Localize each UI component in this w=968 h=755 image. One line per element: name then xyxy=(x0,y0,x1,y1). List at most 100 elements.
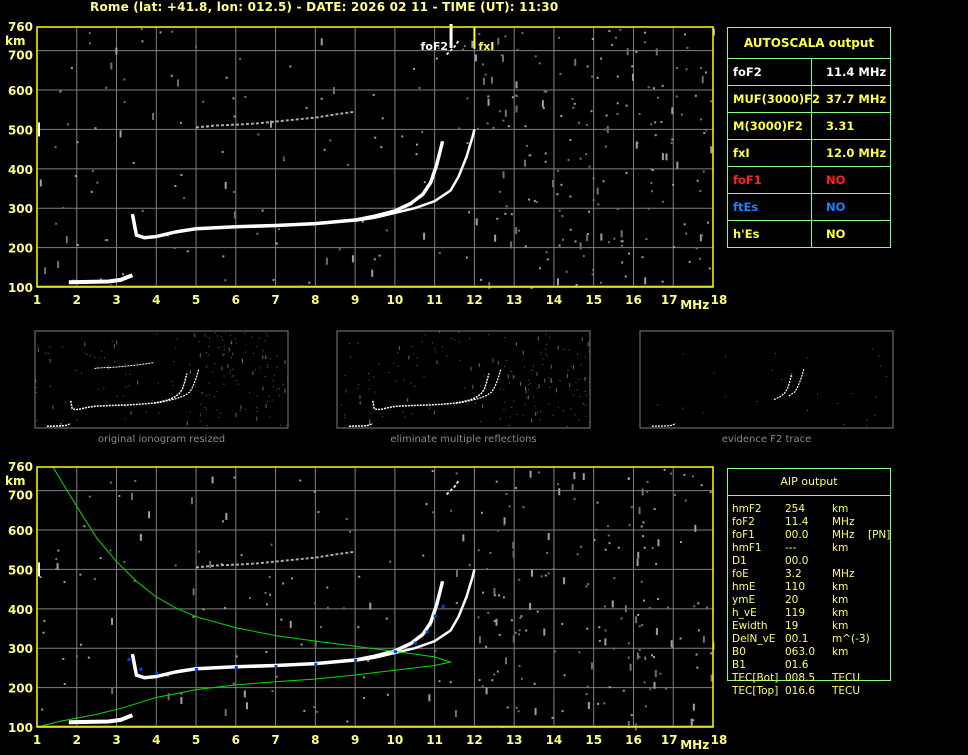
thumbnail-noise xyxy=(446,355,448,357)
noise-dot xyxy=(641,488,644,496)
noise-dot xyxy=(701,76,704,84)
noise-dot xyxy=(563,674,566,677)
noise-dot xyxy=(607,241,610,244)
noise-dot xyxy=(65,236,68,244)
noise-dot xyxy=(437,47,440,50)
noise-dot xyxy=(567,158,570,161)
x-tick-label: 4 xyxy=(152,293,160,307)
noise-dot xyxy=(619,28,622,31)
noise-dot xyxy=(239,57,242,60)
noise-dot xyxy=(624,605,627,613)
x-tick-label: 3 xyxy=(112,293,120,307)
x-tick-label: 8 xyxy=(311,733,319,747)
noise-dot xyxy=(705,128,708,131)
thumbnail-noise xyxy=(206,365,208,367)
noise-dot xyxy=(119,130,122,138)
noise-dot xyxy=(670,472,673,475)
thumbnail-noise xyxy=(588,381,590,383)
thumbnail-noise xyxy=(531,418,533,423)
thumbnail-noise xyxy=(474,402,476,404)
noise-dot xyxy=(585,153,588,156)
noise-dot xyxy=(121,273,124,276)
noise-dot xyxy=(661,84,664,87)
noise-dot xyxy=(55,222,58,225)
page-title: Rome (lat: +41.8, lon: 012.5) - DATE: 20… xyxy=(90,0,559,14)
noise-dot xyxy=(520,677,523,680)
noise-dot xyxy=(679,541,682,544)
noise-dot xyxy=(617,546,620,549)
noise-dot xyxy=(655,48,658,56)
noise-dot xyxy=(627,720,630,728)
thumbnail-noise xyxy=(232,352,234,354)
noise-dot xyxy=(63,581,66,584)
noise-dot xyxy=(683,223,686,226)
noise-dot xyxy=(528,154,531,157)
aip-param: hmF1 xyxy=(732,542,762,554)
thumbnail-noise xyxy=(221,366,223,371)
noise-dot xyxy=(348,530,351,533)
thumbnail-noise xyxy=(434,348,436,350)
thumbnail-noise xyxy=(124,418,126,420)
aip-param: h_vE xyxy=(732,607,757,619)
noise-dot xyxy=(637,551,640,559)
noise-dot xyxy=(468,211,471,214)
noise-dot xyxy=(655,562,658,565)
aip-unit: km xyxy=(832,542,849,554)
thumbnail-noise xyxy=(235,380,237,382)
noise-dot xyxy=(173,246,176,249)
noise-dot xyxy=(653,87,656,90)
noise-dot xyxy=(590,110,593,113)
noise-dot xyxy=(465,256,468,259)
autoscala-value: 3.31 xyxy=(826,119,855,133)
autoscala-key: fxI xyxy=(728,140,812,166)
trace-e-layer xyxy=(68,713,134,725)
thumbnail-noise xyxy=(781,378,783,380)
thumbnail-noise xyxy=(878,355,880,357)
thumbnail-noise xyxy=(214,332,216,334)
noise-dot xyxy=(523,159,526,167)
thumbnail-noise xyxy=(37,348,39,353)
thumbnail-noise xyxy=(172,385,174,387)
aip-param: foF2 xyxy=(732,516,755,528)
thumbnail-noise xyxy=(428,402,430,404)
noise-dot xyxy=(544,574,547,577)
aip-param: hmF2 xyxy=(732,503,762,515)
noise-dot xyxy=(561,238,564,241)
thumbnail-noise xyxy=(222,339,224,341)
x-tick-label: 17 xyxy=(661,733,678,747)
thumbnail-noise xyxy=(504,337,506,339)
thumbnail-noise xyxy=(267,364,269,366)
x-tick-label: 17 xyxy=(661,293,678,307)
noise-dot xyxy=(544,152,547,155)
noise-dot xyxy=(39,179,42,187)
noise-dot xyxy=(266,603,269,606)
noise-dot xyxy=(431,470,434,473)
thumbnail-noise xyxy=(523,366,525,368)
noise-dot xyxy=(638,648,641,651)
noise-dot xyxy=(491,679,494,682)
thumbnail-noise xyxy=(207,354,209,356)
aip-param: ymE xyxy=(732,594,756,606)
thumbnail-noise xyxy=(345,389,347,391)
thumbnail-noise xyxy=(725,356,727,358)
noise-dot xyxy=(545,90,548,93)
noise-dot xyxy=(358,575,361,578)
thumbnail-noise xyxy=(581,337,583,342)
autoscala-key: M(3000)F2 xyxy=(728,113,812,139)
electron-density-profile xyxy=(36,466,453,728)
aip-row: TEC[Bot] 008.5 TECU xyxy=(732,672,890,685)
noise-dot xyxy=(643,41,646,44)
noise-dot xyxy=(104,239,107,242)
thumbnail-noise xyxy=(262,386,264,391)
noise-dot xyxy=(588,165,591,168)
noise-dot xyxy=(546,258,549,261)
thumbnail-noise xyxy=(572,394,574,396)
noise-dot xyxy=(369,602,372,610)
noise-dot xyxy=(561,710,564,713)
noise-dot xyxy=(679,637,682,640)
thumbnail-noise xyxy=(272,380,274,382)
noise-dot xyxy=(232,682,235,685)
noise-dot xyxy=(225,76,228,79)
noise-dot xyxy=(487,98,490,106)
noise-dot xyxy=(326,586,329,589)
